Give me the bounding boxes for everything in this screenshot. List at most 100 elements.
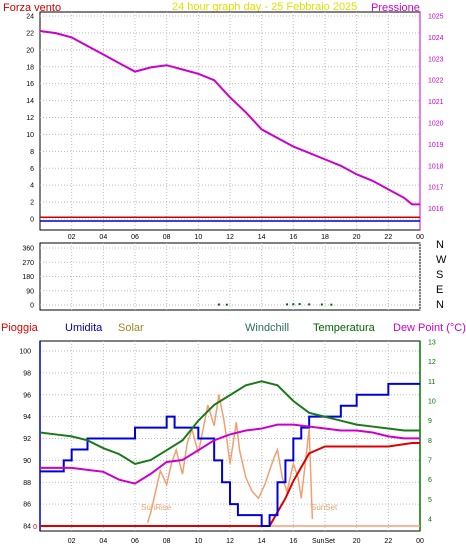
chart-title: 24 hour graph day - 25 Febbraio 2025 [172, 1, 357, 13]
pressure-tick-label: 1024 [428, 35, 444, 42]
top-chart-frame [39, 11, 421, 231]
legend-temperature: Temperatura [313, 322, 376, 334]
direction-tick-label: 0 [30, 303, 34, 310]
humidity-tick-label: 98 [23, 370, 31, 377]
humidity-tick-label: 96 [23, 392, 31, 399]
x-tick-label: 10 [194, 234, 202, 241]
legend-solar: Solar [118, 322, 144, 334]
pressure-line [39, 29, 420, 206]
x-tick-label: 20 [353, 234, 361, 241]
rain-tick-label: 0 [33, 524, 37, 531]
pressure-tick-label: 1020 [428, 121, 444, 128]
direction-letter: N [436, 299, 444, 311]
direction-tick-label: 90 [26, 288, 34, 295]
x-tick-label: 14 [258, 538, 266, 545]
pressure-tick-label: 1018 [428, 163, 444, 170]
x-tick-label: 14 [258, 234, 266, 241]
wind-direction-point [286, 303, 288, 306]
x-tick-label: 00 [416, 234, 424, 241]
wind-tick-label: 6 [30, 166, 34, 173]
humidity-tick-label: 90 [23, 458, 31, 465]
wind-tick-label: 18 [26, 64, 34, 71]
temperature-tick-label: 7 [428, 458, 432, 465]
temperature-tick-label: 4 [428, 517, 432, 524]
solar-line [146, 394, 314, 523]
wind-direction-point [320, 303, 323, 306]
x-tick-label: 06 [131, 538, 139, 545]
pressure-tick-label: 1019 [428, 142, 444, 149]
x-tick-label: 12 [226, 538, 234, 545]
direction-letter: W [436, 254, 447, 266]
direction-letter: S [436, 269, 443, 281]
temperature-tick-label: 9 [428, 418, 432, 425]
pressure-tick-label: 1016 [428, 206, 444, 213]
temperature-tick-label: 5 [428, 497, 432, 504]
direction-letter: N [436, 239, 444, 251]
wind-tick-label: 0 [30, 217, 34, 224]
pressure-tick-label: 1023 [428, 56, 444, 63]
sunset-axis-label: SunSet [312, 538, 335, 545]
x-tick-label: 16 [289, 234, 297, 241]
x-tick-label: 22 [384, 234, 392, 241]
wind-tick-label: 2 [30, 200, 34, 207]
wind-axis-title: Forza vento [3, 2, 61, 14]
temperature-tick-label: 12 [428, 359, 436, 366]
x-tick-label: 02 [68, 538, 76, 545]
pressure-axis-title: Pressione [371, 2, 420, 14]
wind-tick-label: 16 [26, 81, 34, 88]
humidity-tick-label: 100 [19, 349, 31, 356]
legend-rain: Pioggia [1, 322, 39, 334]
humidity-tick-label: 86 [23, 502, 31, 509]
direction-letter: E [436, 284, 443, 296]
temperature-tick-label: 11 [428, 379, 435, 386]
pressure-tick-label: 1025 [428, 14, 444, 21]
temperature-tick-label: 10 [428, 399, 436, 406]
wind-tick-label: 8 [30, 149, 34, 156]
wind-tick-label: 20 [26, 47, 34, 54]
temperature-tick-label: 8 [428, 438, 432, 445]
wind-direction-point [225, 303, 228, 306]
legend-windchill: Windchill [245, 322, 289, 334]
x-tick-label: 10 [194, 538, 202, 545]
x-tick-label: 02 [68, 234, 76, 241]
x-tick-label: 08 [163, 538, 171, 545]
direction-tick-label: 180 [22, 274, 34, 281]
x-tick-label: 12 [226, 234, 234, 241]
dewpoint-line [40, 423, 420, 485]
wind-direction-point [298, 303, 301, 306]
wind-tick-label: 12 [26, 115, 34, 122]
wind-tick-label: 24 [26, 14, 34, 21]
pressure-tick-label: 1022 [428, 78, 444, 85]
temperature-line [39, 380, 420, 466]
x-tick-label: 16 [289, 538, 297, 545]
direction-tick-label: 270 [22, 260, 34, 267]
legend-dewpoint: Dew Point (°C) [393, 322, 466, 334]
x-tick-label: 18 [321, 234, 329, 241]
humidity-tick-label: 88 [23, 480, 31, 487]
legend-humidity: Umidita [65, 322, 103, 334]
pressure-tick-label: 1021 [428, 99, 444, 106]
humidity-line [40, 382, 420, 527]
wind-direction-point [308, 303, 311, 306]
x-tick-label: 04 [99, 538, 107, 545]
direction-tick-label: 360 [22, 246, 34, 253]
x-tick-label: 06 [131, 234, 139, 241]
wind-direction-point [330, 303, 333, 306]
x-tick-label: 08 [163, 234, 171, 241]
wind-direction-point [292, 303, 295, 306]
humidity-tick-label: 92 [23, 436, 31, 443]
humidity-tick-label: 84 [23, 524, 31, 531]
wind-tick-label: 14 [26, 98, 34, 105]
x-tick-label: 00 [416, 538, 424, 545]
wind-tick-label: 4 [30, 183, 34, 190]
temperature-tick-label: 6 [428, 477, 432, 484]
sunrise-label: SunRise [141, 503, 172, 512]
x-tick-label: 20 [353, 538, 361, 545]
pressure-tick-label: 1017 [428, 185, 444, 192]
temperature-tick-label: 13 [428, 340, 436, 347]
wind-tick-label: 10 [26, 132, 34, 139]
wind-tick-label: 22 [26, 30, 34, 37]
wind-direction-point [217, 303, 220, 306]
